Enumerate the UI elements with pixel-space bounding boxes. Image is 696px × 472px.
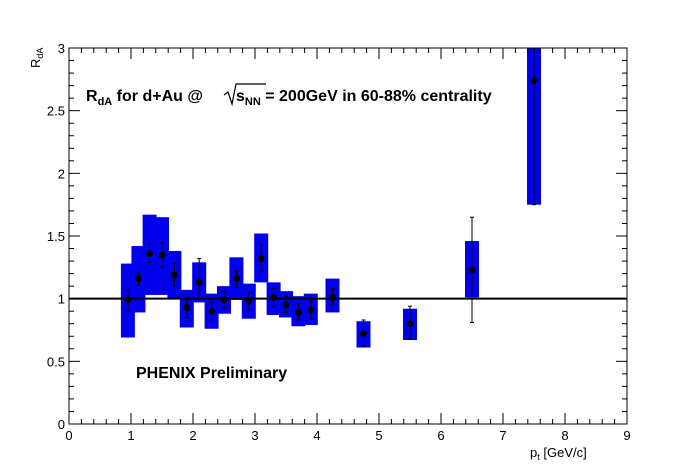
y-tick-label-6: 3	[58, 41, 65, 56]
data-point-11	[257, 255, 265, 262]
data-point-5	[183, 304, 191, 311]
data-point-17	[360, 330, 367, 338]
x-tick-label-5: 5	[375, 428, 382, 443]
data-point-13	[282, 301, 290, 309]
sqrt-symbol	[223, 83, 266, 107]
data-point-16	[329, 294, 336, 301]
y-tick-label-3: 1.5	[47, 229, 65, 244]
x-tick-label-9: 9	[623, 428, 630, 443]
y-tick-label-2: 1	[58, 292, 65, 307]
x-tick-label-0: 0	[65, 428, 72, 443]
data-point-14	[295, 309, 302, 316]
data-point-2	[146, 250, 154, 257]
y-tick-label-1: 0.5	[47, 354, 65, 369]
y-axis-ticks: 0 0.5 1 1.5 2 2.5 3	[47, 41, 627, 432]
y-axis-label: RdA	[28, 48, 45, 68]
data-points	[124, 77, 538, 338]
x-axis-ticks: 0 1 2 3 4 5 6 7 8 9	[65, 48, 631, 443]
data-point-1	[135, 275, 142, 283]
x-tick-label-4: 4	[313, 428, 320, 443]
x-tick-label-8: 8	[561, 428, 568, 443]
data-point-3	[158, 251, 166, 259]
x-tick-label-6: 6	[437, 428, 444, 443]
y-tick-label-5: 2.5	[47, 104, 65, 119]
annotation-sqrt: sNN = 200GeV in 60-88% centrality	[236, 88, 492, 108]
y-tick-label-4: 2	[58, 166, 65, 181]
data-point-9	[233, 275, 240, 283]
data-point-12	[270, 294, 277, 301]
data-point-19	[468, 266, 476, 274]
x-tick-label-2: 2	[189, 428, 196, 443]
x-axis-label: pt [GeV/c]	[530, 445, 587, 462]
data-point-10	[245, 297, 253, 305]
annotation-title: RdA for d+Au @	[86, 88, 203, 108]
data-point-7	[208, 307, 216, 315]
data-point-0	[124, 296, 132, 304]
data-point-18	[406, 320, 414, 328]
phenix-preliminary-label: PHENIX Preliminary	[136, 365, 287, 382]
data-point-4	[171, 271, 178, 279]
x-tick-label-3: 3	[251, 428, 258, 443]
x-tick-label-1: 1	[127, 428, 134, 443]
data-point-8	[220, 296, 228, 304]
data-point-6	[195, 278, 203, 286]
x-tick-label-7: 7	[499, 428, 506, 443]
data-point-20	[530, 77, 538, 84]
data-point-15	[307, 306, 315, 314]
y-tick-label-0: 0	[58, 417, 65, 432]
